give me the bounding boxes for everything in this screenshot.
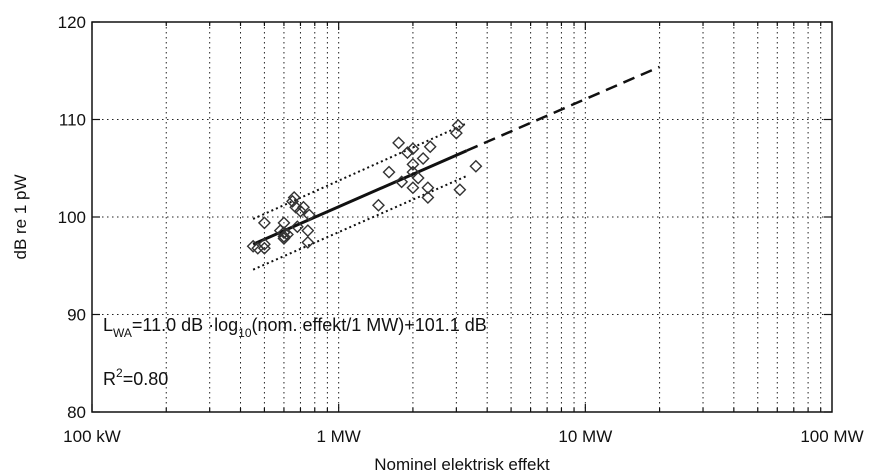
y-tick-label: 80 <box>67 403 86 422</box>
tick-labels: 100 kW 1 MW 10 MW 100 MW 80 90 100 110 120 <box>58 13 864 446</box>
diamond-point <box>301 235 315 249</box>
diamond-point <box>257 237 271 251</box>
fit-lines <box>252 65 661 271</box>
diamond-point <box>277 216 291 230</box>
diamond-point <box>382 165 396 179</box>
diamond-point <box>290 220 304 234</box>
diamond-point <box>280 228 294 242</box>
diamond-point <box>301 224 315 238</box>
solid-line <box>252 149 468 246</box>
diamond-point <box>392 136 406 150</box>
diamond-point <box>371 198 385 212</box>
dashed-line <box>466 65 661 152</box>
annotation-part: L <box>103 315 113 335</box>
data-points <box>246 118 483 255</box>
dotted-line <box>252 175 467 271</box>
diamond-point <box>421 191 435 204</box>
diamond-point <box>421 181 435 195</box>
diamond-point <box>469 159 483 173</box>
annotation-part: R <box>103 369 116 389</box>
diamond-point <box>286 194 300 208</box>
diamond-point <box>257 241 271 255</box>
annotation-part: 2 <box>116 366 123 380</box>
diamond-point <box>406 181 420 195</box>
dotted-line <box>252 122 467 220</box>
diamond-point <box>406 142 420 156</box>
diamond-point <box>451 118 465 132</box>
y-tick-label: 100 <box>58 208 86 227</box>
diamond-point <box>416 152 430 165</box>
diamond-point <box>296 200 310 214</box>
y-tick-label: 110 <box>59 111 86 130</box>
diamond-point <box>257 216 271 230</box>
x-tick-label: 100 MW <box>800 427 863 446</box>
annotation-part: 10 <box>238 326 252 340</box>
diamond-point <box>395 175 409 189</box>
equation-annotation: LWA=11.0 dB ·log10(nom. effekt/1 MW)+101… <box>103 315 487 340</box>
diamond-point <box>302 208 316 222</box>
annotation-part: =11.0 dB ·log <box>132 315 238 335</box>
y-tick-label: 90 <box>67 306 86 325</box>
y-tick-label: 120 <box>58 13 86 32</box>
axis-ticks <box>91 21 832 413</box>
x-axis-label: Nominel elektrisk effekt <box>374 455 550 474</box>
diamond-point <box>406 157 420 171</box>
diamond-point <box>453 183 467 197</box>
diamond-point <box>423 140 437 154</box>
annotation-part: =0.80 <box>123 369 169 389</box>
diamond-point <box>400 146 414 160</box>
y-axis-label: dB re 1 pW <box>11 174 30 259</box>
annotation-part: WA <box>113 326 132 340</box>
diamond-point <box>449 126 463 140</box>
diamond-point <box>293 204 307 218</box>
x-tick-label: 10 MW <box>558 427 612 446</box>
diamond-point <box>277 226 291 240</box>
grid <box>92 22 832 412</box>
diamond-point <box>277 231 291 245</box>
r-squared-annotation: R2=0.80 <box>103 366 168 389</box>
diamond-point <box>411 171 425 185</box>
x-tick-label: 100 kW <box>63 427 121 446</box>
x-tick-label: 1 MW <box>316 427 360 446</box>
annotation-part: (nom. effekt/1 MW)+101.1 dB <box>252 315 487 335</box>
